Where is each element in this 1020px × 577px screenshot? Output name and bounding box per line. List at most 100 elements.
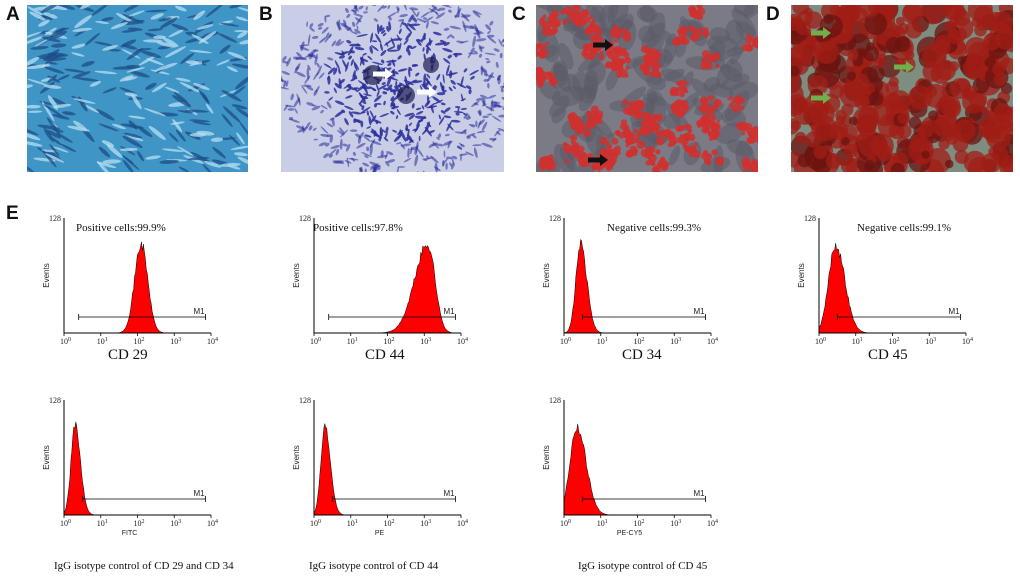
cell-shape <box>354 17 362 23</box>
cell-shape <box>340 23 349 28</box>
lipid-droplet <box>740 99 745 104</box>
cell-shape <box>481 142 493 148</box>
mineral-nodule <box>941 126 957 141</box>
mineral-nodule <box>947 29 963 45</box>
lipid-droplet <box>704 61 713 70</box>
cell-shape <box>390 110 395 115</box>
mineral-nodule <box>864 12 888 36</box>
y-max-label: 128 <box>299 214 311 223</box>
cell-shape <box>229 134 241 146</box>
mineral-nodule <box>917 126 927 136</box>
mineral-nodule <box>982 33 1001 51</box>
cell-shape <box>385 126 389 133</box>
cell-shape <box>29 11 46 21</box>
lipid-droplet <box>625 139 630 144</box>
cell-shape <box>338 69 341 75</box>
lipid-droplet <box>593 24 601 32</box>
lipid-droplet <box>589 15 594 19</box>
lipid-droplet <box>634 106 638 110</box>
cell-shape <box>354 119 362 123</box>
mineral-nodule <box>897 112 909 124</box>
x-tick-label: 103 <box>670 337 681 346</box>
cell-shape <box>478 44 483 53</box>
cell-shape <box>353 87 359 93</box>
y-axis-title: Events <box>292 445 301 469</box>
m1-label: M1 <box>443 489 455 498</box>
lipid-droplet <box>713 123 721 131</box>
x-tick-label: 100 <box>310 519 321 528</box>
lipid-droplet <box>561 9 566 14</box>
lipid-droplet <box>681 133 690 142</box>
lipid-droplet <box>712 103 719 110</box>
cell-shape <box>447 123 454 131</box>
cell-shape <box>111 123 126 130</box>
cell-shape <box>408 122 413 127</box>
cell-shape <box>726 46 744 57</box>
cell-shape <box>73 98 96 104</box>
x-tick-label: 100 <box>310 337 321 346</box>
lipid-droplet <box>706 153 713 160</box>
cell-shape <box>349 129 358 132</box>
mineral-nodule <box>949 77 971 99</box>
lipid-droplet <box>709 136 714 141</box>
cell-shape <box>27 127 39 136</box>
lipid-droplet <box>704 113 711 120</box>
cell-shape <box>431 84 437 91</box>
x-tick-label: 101 <box>97 519 108 528</box>
cell-shape <box>423 32 426 37</box>
cell-shape <box>136 150 144 162</box>
cell-shape <box>370 45 379 52</box>
x-tick-label: 103 <box>170 337 181 346</box>
x-tick-label: 102 <box>384 337 395 346</box>
cell-shape <box>236 132 245 145</box>
mineral-nodule <box>841 103 854 116</box>
y-axis-title: Events <box>42 445 51 469</box>
lipid-droplet <box>680 99 689 109</box>
cell-shape <box>80 5 93 10</box>
cell-shape <box>369 32 374 43</box>
cell-shape <box>222 105 241 123</box>
lipid-droplet <box>713 129 721 137</box>
x-tick-label: 100 <box>560 519 571 528</box>
cell-shape <box>478 119 485 126</box>
lipid-droplet <box>717 161 722 166</box>
cell-shape <box>487 82 490 89</box>
cell-shape <box>663 113 681 129</box>
cell-shape <box>145 155 161 160</box>
cell-shape <box>453 111 464 114</box>
cell-shape <box>398 19 404 22</box>
cell-shape <box>369 161 380 167</box>
cell-shape <box>293 97 300 108</box>
cell-shape <box>381 129 387 134</box>
lipid-droplet <box>617 69 624 75</box>
mineral-nodule <box>957 56 966 65</box>
cell-shape <box>423 17 427 20</box>
lipid-droplet <box>676 110 684 119</box>
cell-shape <box>396 142 402 145</box>
y-max-label: 128 <box>49 214 61 223</box>
mineral-nodule <box>863 45 880 62</box>
cell-shape <box>323 63 332 69</box>
lipid-droplet <box>614 130 619 135</box>
cell-shape <box>446 156 452 160</box>
cell-shape <box>363 135 371 142</box>
micrograph-a-image <box>27 5 248 172</box>
cell-shape <box>371 128 380 138</box>
cell-shape <box>45 153 65 163</box>
mineral-nodule <box>825 152 842 169</box>
cell-shape <box>486 60 491 64</box>
channel-label: FITC <box>122 530 138 537</box>
cell-shape <box>45 61 59 65</box>
cell-shape <box>41 15 53 20</box>
y-axis-title: Events <box>797 263 806 287</box>
cell-shape <box>445 64 450 76</box>
cell-shape <box>417 38 423 43</box>
lipid-droplet <box>704 120 709 124</box>
cell-shape <box>53 103 72 109</box>
cell-shape <box>362 162 370 167</box>
cell-shape <box>353 6 358 10</box>
lipid-droplet <box>666 133 671 138</box>
cell-shape <box>131 93 142 110</box>
mineral-nodule <box>972 77 990 94</box>
cell-shape <box>367 55 373 61</box>
